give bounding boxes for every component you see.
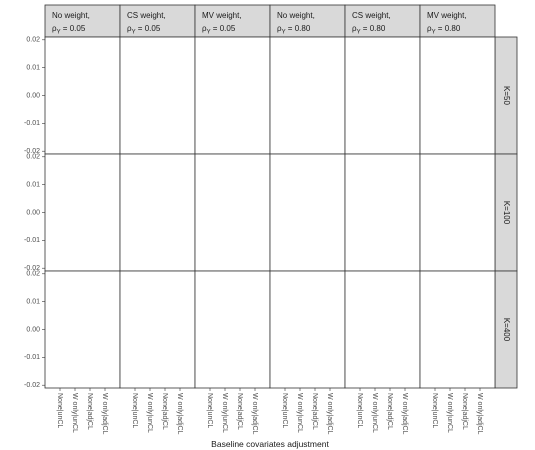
col-strip-rho: ρY = 0.05 — [127, 24, 161, 36]
col-strip-label: No weight, — [277, 11, 315, 20]
row-strip-label: K=400 — [502, 318, 511, 342]
panel-border — [344, 36, 421, 155]
y-tick-label: -0.02 — [24, 148, 40, 155]
facet-panel — [269, 270, 346, 389]
panel-border — [44, 36, 121, 155]
panel-border — [419, 270, 496, 389]
col-strip-rho: ρY = 0.80 — [352, 24, 386, 36]
col-strip-rho: ρY = 0.05 — [52, 24, 86, 36]
y-tick-label: -0.01 — [24, 237, 40, 244]
col-strip-rho: ρY = 0.80 — [427, 24, 461, 36]
x-tick-label: None|unCL — [206, 393, 213, 428]
facet-panel — [119, 270, 196, 389]
col-strip-label: MV weight, — [427, 11, 467, 20]
x-tick-label: W only|adjCL — [326, 393, 333, 435]
panel-border — [344, 153, 421, 272]
x-tick-label: None|unCL — [281, 393, 288, 428]
x-tick-label: W only|adjCL — [476, 393, 483, 435]
panel-border — [194, 270, 271, 389]
col-strip-label: CS weight, — [127, 11, 166, 20]
x-tick-label: W only|adjCL — [401, 393, 408, 435]
facet-panel — [344, 270, 421, 389]
x-tick-label: None|adjCL — [86, 393, 93, 430]
panel-border — [194, 36, 271, 155]
panel-border — [419, 36, 496, 155]
facet-panel — [269, 36, 346, 155]
panel-border — [119, 153, 196, 272]
x-axis-title: Baseline covariates adjustment — [211, 439, 329, 449]
x-tick-label: W only|unCL — [146, 393, 153, 433]
x-tick-label: W only|unCL — [296, 393, 303, 433]
x-tick-label: W only|adjCL — [101, 393, 108, 435]
y-tick-label: 0.02 — [26, 37, 40, 44]
x-tick-label: None|unCL — [131, 393, 138, 428]
x-tick-label: None|adjCL — [311, 393, 318, 430]
col-strip-rho: ρY = 0.80 — [277, 24, 311, 36]
col-strip — [344, 4, 421, 38]
facet-panel — [119, 36, 196, 155]
panel-border — [269, 36, 346, 155]
facet-panel — [44, 153, 121, 272]
facet-panel — [194, 153, 271, 272]
col-strip — [119, 4, 196, 38]
y-tick-label: -0.01 — [24, 354, 40, 361]
panel-border — [44, 153, 121, 272]
y-tick-label: 0.00 — [26, 92, 40, 99]
y-tick-label: -0.01 — [24, 120, 40, 127]
facet-panel — [419, 270, 496, 389]
x-tick-label: None|adjCL — [461, 393, 468, 430]
facet-panel — [269, 153, 346, 272]
x-tick-label: None|unCL — [56, 393, 63, 428]
panel-border — [194, 153, 271, 272]
facet-panel — [194, 36, 271, 155]
col-strip-label: MV weight, — [202, 11, 242, 20]
x-tick-label: None|unCL — [431, 393, 438, 428]
panel-border — [44, 270, 121, 389]
y-tick-label: 0.01 — [26, 181, 40, 188]
y-tick-label: 0.00 — [26, 209, 40, 216]
col-strip — [419, 4, 496, 38]
x-tick-label: None|adjCL — [386, 393, 393, 430]
x-tick-label: None|unCL — [356, 393, 363, 428]
panel-border — [269, 153, 346, 272]
x-tick-label: None|adjCL — [236, 393, 243, 430]
x-tick-label: W only|unCL — [371, 393, 378, 433]
facet-panel — [119, 153, 196, 272]
y-tick-label: 0.02 — [26, 271, 40, 278]
panel-border — [344, 270, 421, 389]
x-tick-label: W only|unCL — [446, 393, 453, 433]
facet-panel — [44, 36, 121, 155]
row-strip-label: K=50 — [502, 86, 511, 105]
y-tick-label: 0.00 — [26, 326, 40, 333]
facet-panel — [44, 270, 121, 389]
y-tick-label: -0.02 — [24, 265, 40, 272]
col-strip-label: No weight, — [52, 11, 90, 20]
row-strip-label: K=100 — [502, 201, 511, 225]
y-tick-label: 0.01 — [26, 298, 40, 305]
facet-panel — [419, 36, 496, 155]
col-strip — [194, 4, 271, 38]
col-strip-label: CS weight, — [352, 11, 391, 20]
y-tick-label: 0.02 — [26, 154, 40, 161]
panel-border — [269, 270, 346, 389]
x-tick-label: W only|adjCL — [176, 393, 183, 435]
y-tick-label: -0.02 — [24, 382, 40, 389]
facet-panel — [344, 36, 421, 155]
x-tick-label: W only|unCL — [221, 393, 228, 433]
x-tick-label: W only|adjCL — [251, 393, 258, 435]
facet-panel — [194, 270, 271, 389]
col-strip-rho: ρY = 0.05 — [202, 24, 236, 36]
col-strip — [44, 4, 121, 38]
facet-panel — [419, 153, 496, 272]
panel-border — [119, 270, 196, 389]
x-tick-label: W only|unCL — [71, 393, 78, 433]
panel-border — [419, 153, 496, 272]
panel-border — [119, 36, 196, 155]
facet-panel — [344, 153, 421, 272]
x-tick-label: None|adjCL — [161, 393, 168, 430]
y-tick-label: 0.01 — [26, 64, 40, 71]
